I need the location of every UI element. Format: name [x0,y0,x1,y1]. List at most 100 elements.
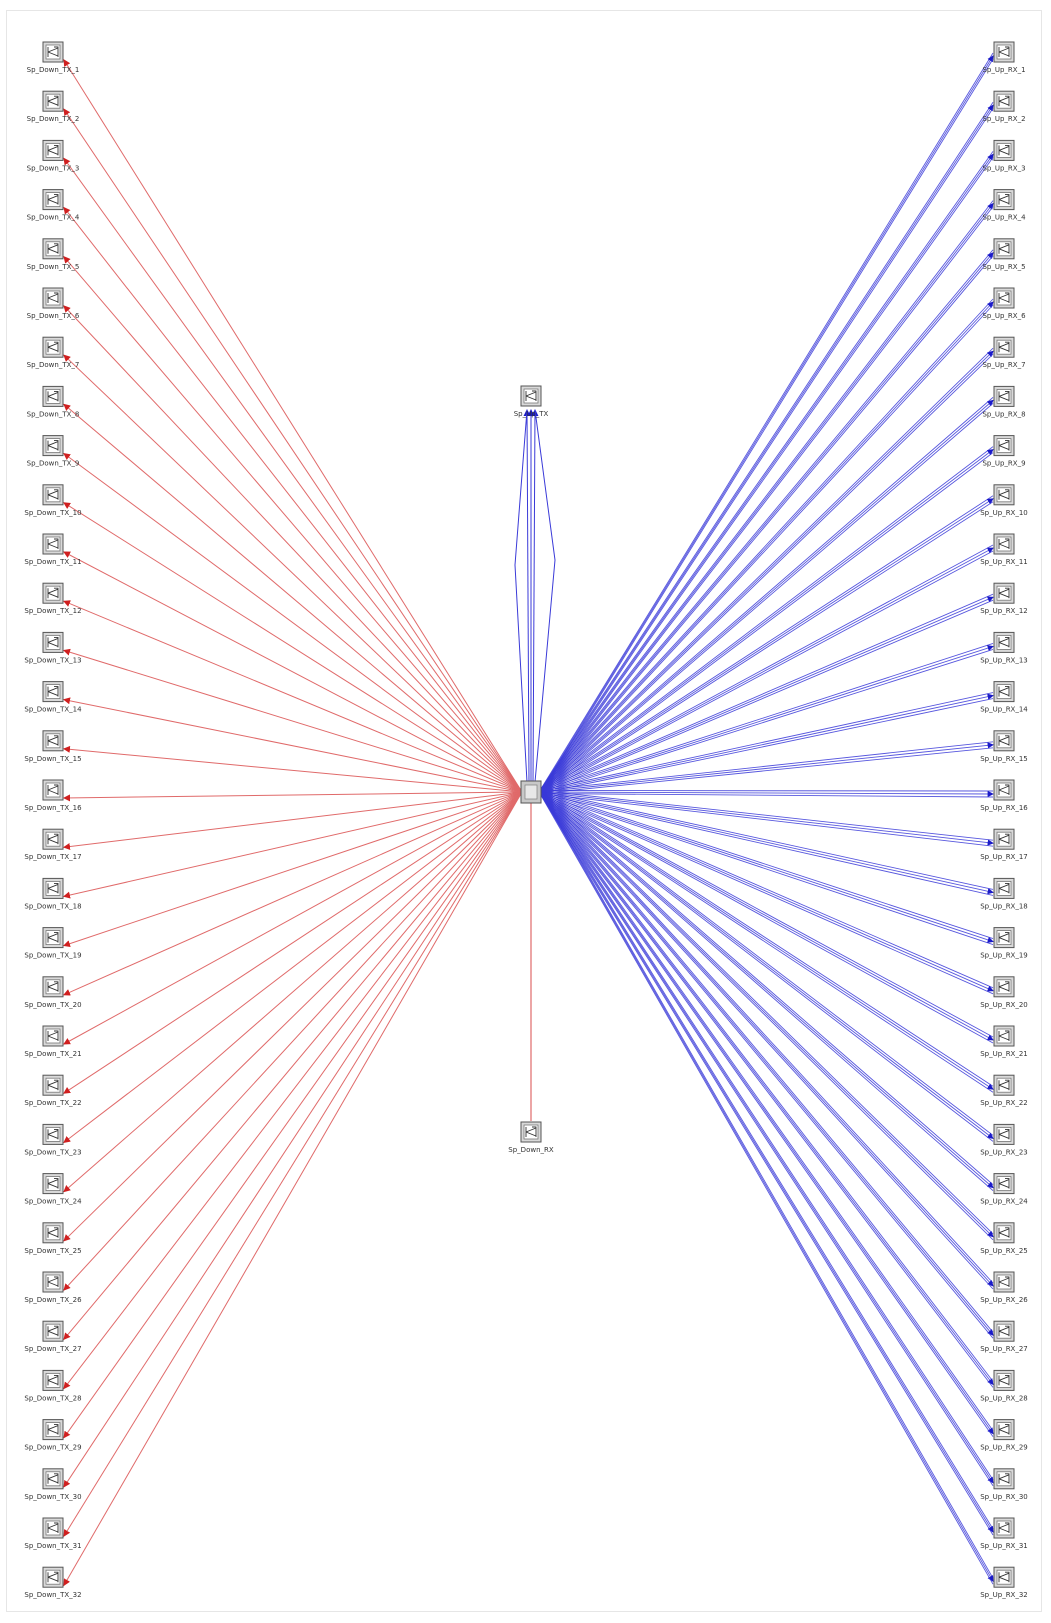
downlink-edge [64,792,522,1585]
downlink-edge [64,792,522,1192]
left-node[interactable]: Sp_Down_TX_2 [27,91,80,123]
uplink-edge [540,792,993,1581]
uplink-edge [540,649,993,793]
right-node-label: Sp_Up_RX_27 [980,1345,1028,1353]
bottom-node[interactable]: Sp_Down_RX [508,1122,554,1154]
left-node[interactable]: Sp_Down_TX_25 [24,1223,81,1255]
right-node[interactable]: Sp_Up_RX_8 [982,386,1025,418]
downlink-edge [64,404,522,792]
left-node-label: Sp_Down_TX_22 [24,1099,81,1107]
left-node[interactable]: Sp_Down_TX_1 [27,42,80,74]
left-node[interactable]: Sp_Down_TX_8 [27,386,80,418]
left-node[interactable]: Sp_Down_TX_3 [27,140,80,172]
left-node[interactable]: Sp_Down_TX_27 [24,1321,81,1353]
right-node[interactable]: Sp_Up_RX_15 [980,731,1028,763]
right-node[interactable]: Sp_Up_RX_9 [982,436,1025,468]
left-node[interactable]: Sp_Down_TX_28 [24,1370,81,1402]
left-node[interactable]: Sp_Down_TX_26 [24,1272,82,1304]
right-node-label: Sp_Up_RX_22 [980,1099,1028,1107]
uplink-edge [540,794,993,1290]
right-node[interactable]: Sp_Up_RX_21 [980,1026,1028,1058]
right-node[interactable]: Sp_Up_RX_22 [980,1075,1028,1107]
left-node-label: Sp_Down_TX_19 [24,952,81,960]
left-node-label: Sp_Down_TX_24 [24,1198,82,1206]
right-node[interactable]: Sp_Up_RX_29 [980,1420,1028,1452]
uplink-tx-edge [515,410,527,782]
right-node[interactable]: Sp_Up_RX_25 [980,1223,1028,1255]
left-node[interactable]: Sp_Down_TX_14 [24,682,82,714]
downlink-edge [64,208,522,792]
left-node[interactable]: Sp_Down_TX_22 [24,1075,81,1107]
right-node[interactable]: Sp_Up_RX_19 [980,928,1028,960]
uplink-tx-edge [533,410,535,782]
left-node[interactable]: Sp_Down_TX_9 [27,436,80,468]
uplink-tx-edge [527,410,529,782]
right-node[interactable]: Sp_Up_RX_10 [980,485,1028,517]
left-node[interactable]: Sp_Down_TX_13 [24,632,81,664]
uplink-edge [540,748,993,794]
left-node[interactable]: Sp_Down_TX_17 [24,829,81,861]
right-node[interactable]: Sp_Up_RX_1 [982,42,1025,74]
right-node[interactable]: Sp_Up_RX_20 [980,977,1028,1009]
right-node[interactable]: Sp_Up_RX_16 [980,780,1028,812]
left-node[interactable]: Sp_Down_TX_32 [24,1567,81,1599]
left-node-label: Sp_Down_TX_23 [24,1148,81,1156]
left-node[interactable]: Sp_Down_TX_16 [24,780,82,812]
left-node-label: Sp_Down_TX_30 [24,1493,81,1501]
downlink-edge [64,792,522,1093]
uplink-edge [540,105,993,792]
downlink-edge [64,109,522,792]
left-node-label: Sp_Down_TX_28 [24,1394,81,1402]
right-node-label: Sp_Up_RX_6 [982,312,1026,320]
uplink-edge [540,56,993,792]
uplink-edge [540,397,993,790]
right-node[interactable]: Sp_Up_RX_14 [980,682,1028,714]
left-node-label: Sp_Down_TX_15 [24,755,81,763]
left-node-label: Sp_Down_TX_18 [24,902,81,910]
hub-node[interactable] [521,781,541,803]
uplink-edge [540,742,993,791]
uplink-edge [540,250,993,791]
right-node-label: Sp_Up_RX_14 [980,706,1028,714]
left-node[interactable]: Sp_Down_TX_10 [24,485,81,517]
left-node[interactable]: Sp_Down_TX_6 [27,288,80,320]
uplink-edge [540,792,993,1286]
left-node[interactable]: Sp_Down_TX_21 [24,1026,81,1058]
downlink-edge [64,306,522,792]
left-node-label: Sp_Down_TX_25 [24,1247,81,1255]
right-node[interactable]: Sp_Up_RX_23 [980,1124,1028,1156]
right-node[interactable]: Sp_Up_RX_24 [980,1174,1028,1206]
left-node-label: Sp_Down_TX_11 [24,558,81,566]
left-node[interactable]: Sp_Down_TX_15 [24,731,81,763]
left-node[interactable]: Sp_Down_TX_31 [24,1518,81,1550]
left-node[interactable]: Sp_Down_TX_5 [27,239,80,271]
left-node[interactable]: Sp_Down_TX_24 [24,1174,82,1206]
right-node-label: Sp_Up_RX_20 [980,1001,1028,1009]
uplink-edge [540,791,993,1333]
right-node[interactable]: Sp_Up_RX_2 [982,91,1025,123]
uplink-edge [540,791,993,841]
uplink-edge [540,348,993,790]
left-node[interactable]: Sp_Down_TX_20 [24,977,81,1009]
left-node-label: Sp_Down_TX_6 [27,312,80,320]
uplink-edge [540,791,993,1530]
uplink-edge [540,794,993,1585]
top-node[interactable]: Sp_Up_TX [514,386,549,418]
right-node[interactable]: Sp_Up_RX_11 [980,534,1028,566]
left-node[interactable]: Sp_Down_TX_12 [24,583,81,615]
downlink-edge [64,792,522,1044]
right-node[interactable]: Sp_Up_RX_28 [980,1370,1028,1402]
uplink-edge [540,791,993,1185]
left-node-label: Sp_Down_TX_32 [24,1591,81,1599]
left-node[interactable]: Sp_Down_TX_19 [24,928,81,960]
left-node[interactable]: Sp_Down_TX_11 [24,534,81,566]
left-node[interactable]: Sp_Down_TX_4 [27,190,80,222]
left-node[interactable]: Sp_Down_TX_7 [27,337,80,369]
top-node-label: Sp_Up_TX [514,410,549,418]
left-node-label: Sp_Down_TX_13 [24,656,81,664]
uplink-edge [540,693,993,791]
left-node[interactable]: Sp_Down_TX_23 [24,1124,81,1156]
uplink-edge [540,59,993,794]
right-node-label: Sp_Up_RX_1 [982,66,1025,74]
right-node[interactable]: Sp_Up_RX_7 [982,337,1025,369]
